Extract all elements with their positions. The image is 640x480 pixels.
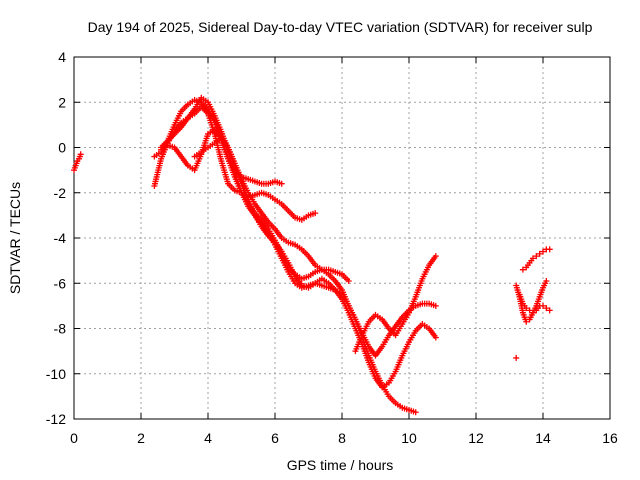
series-arc-f (198, 101, 439, 391)
series-arc-h (352, 253, 439, 355)
series-arc-j (519, 246, 553, 273)
chart-title: Day 194 of 2025, Sidereal Day-to-day VTE… (88, 19, 593, 35)
x-tick-label: 12 (468, 430, 484, 446)
y-tick-label: 4 (58, 49, 66, 65)
data-point (513, 354, 520, 361)
y-tick-label: 0 (58, 140, 66, 156)
y-tick-label: -12 (46, 411, 66, 427)
x-tick-label: 14 (535, 430, 551, 446)
data-point (543, 277, 550, 284)
data-point (77, 151, 84, 158)
series-arc-e (158, 94, 419, 416)
x-tick-label: 10 (401, 430, 417, 446)
data-point (533, 253, 540, 260)
series-arc-g (191, 135, 439, 359)
axis-ticks: 0 2 4 6 8 10 12 14 16 4 2 0 -2 -4 -6 -8 -10 -12 (46, 49, 618, 446)
data-point (412, 409, 419, 416)
data-points (71, 94, 553, 416)
data-point (526, 307, 533, 314)
series-arc-i (513, 277, 550, 325)
data-point (529, 309, 536, 316)
series-arc-l (513, 354, 520, 361)
data-point (432, 253, 439, 260)
y-tick-label: 2 (58, 94, 66, 110)
x-tick-label: 6 (271, 430, 279, 446)
x-tick-label: 0 (70, 430, 78, 446)
data-point (519, 266, 526, 273)
data-point (529, 255, 536, 262)
data-point (523, 318, 530, 325)
grid-lines (74, 57, 610, 419)
data-point (546, 307, 553, 314)
y-tick-label: -4 (54, 230, 67, 246)
data-point (546, 246, 553, 253)
y-tick-label: -6 (54, 275, 67, 291)
data-point (432, 302, 439, 309)
y-tick-label: -8 (54, 321, 67, 337)
data-point (540, 248, 546, 255)
y-tick-label: -10 (46, 366, 66, 382)
data-point (540, 302, 546, 309)
data-point (312, 210, 319, 217)
y-axis-label: SDTVAR / TECUs (7, 182, 23, 294)
data-point (543, 305, 550, 312)
y-tick-label: -2 (54, 185, 67, 201)
plot-frame (73, 56, 611, 420)
series-arc-k (516, 291, 553, 316)
data-point (345, 277, 352, 284)
x-tick-label: 4 (204, 430, 212, 446)
data-point (523, 305, 530, 312)
x-tick-label: 16 (602, 430, 618, 446)
x-tick-label: 8 (338, 430, 346, 446)
data-point (278, 180, 285, 187)
data-point (432, 334, 439, 341)
series-arc-c (151, 103, 319, 223)
series-arc-a (71, 151, 84, 174)
x-tick-label: 2 (137, 430, 145, 446)
x-axis-label: GPS time / hours (287, 457, 394, 473)
data-point (536, 250, 543, 257)
